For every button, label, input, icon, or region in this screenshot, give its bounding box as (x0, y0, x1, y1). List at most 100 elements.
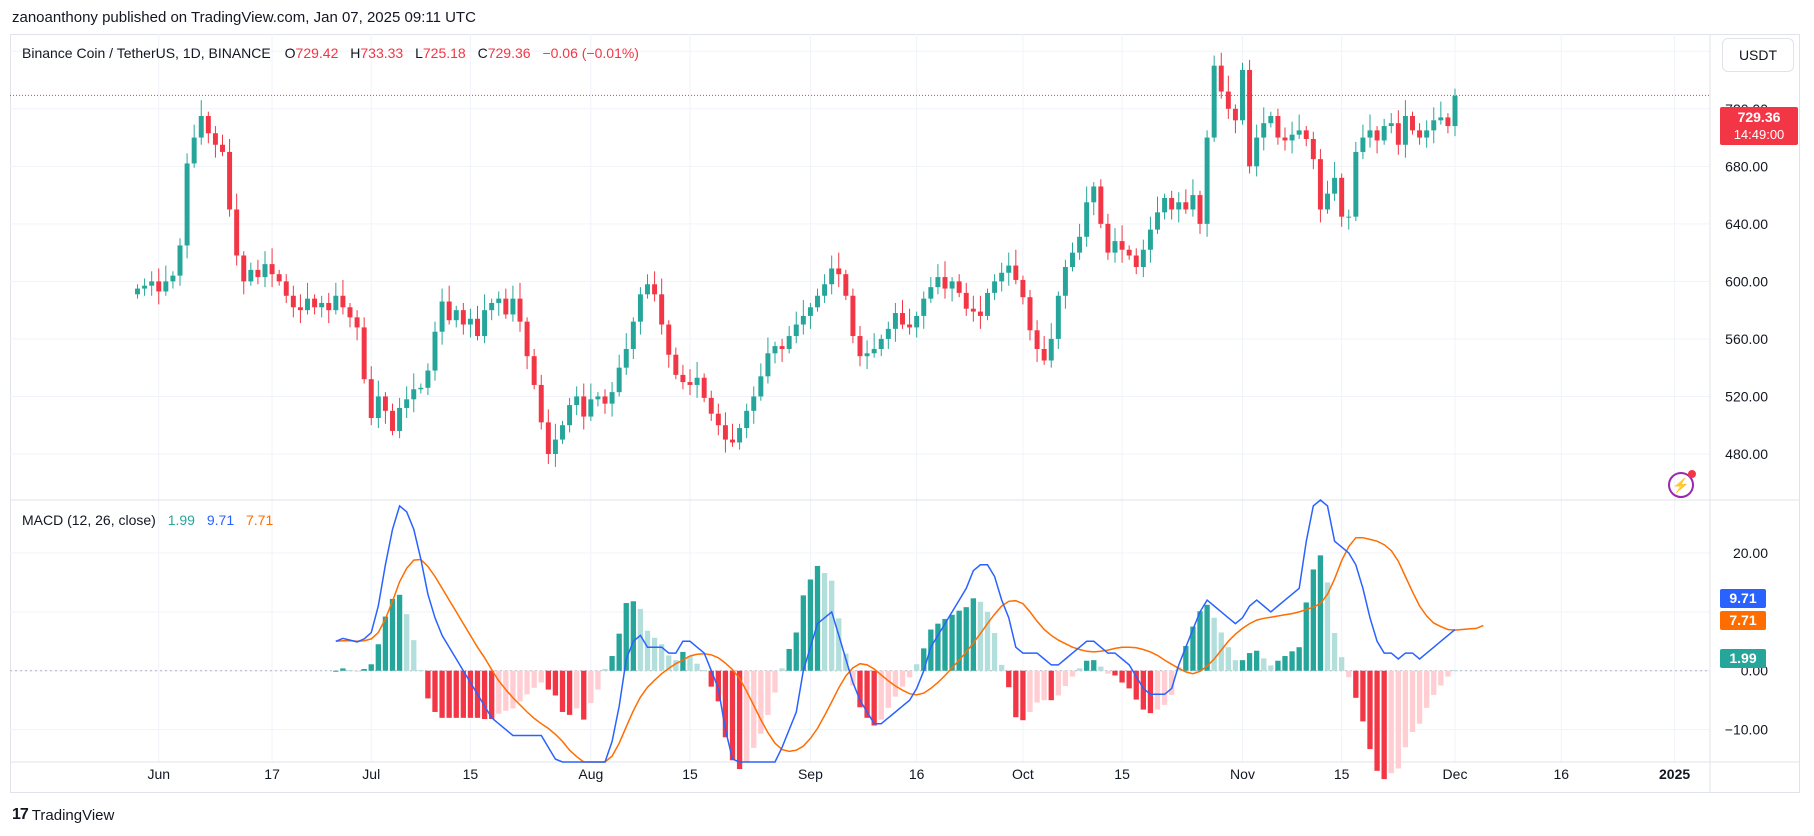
candle-body (652, 284, 658, 295)
macd-histogram-bar (389, 598, 396, 671)
macd-histogram-bar (425, 670, 431, 699)
candle-body (1070, 252, 1075, 267)
macd-histogram-bar (1388, 670, 1394, 774)
macd-histogram-bar (581, 670, 587, 720)
candle-body (765, 353, 771, 377)
candle-body (645, 284, 650, 295)
macd-histogram-bar (1395, 670, 1401, 769)
high-label: H (350, 45, 361, 61)
candle-body (177, 245, 183, 276)
candle-body (1176, 202, 1182, 210)
candle-body (368, 379, 374, 419)
candle-body (928, 287, 934, 299)
candle-body (1254, 137, 1260, 167)
candle-body (857, 336, 863, 357)
candle-body (616, 367, 622, 393)
macd-histogram-bar (1076, 668, 1083, 671)
candle-body (567, 405, 573, 426)
lightning-icon[interactable]: ⚡ (1668, 470, 1696, 498)
macd-histogram-bar (680, 651, 686, 671)
candle-body (1325, 193, 1330, 210)
candle-body (276, 274, 282, 282)
candle-body (588, 399, 594, 417)
macd-histogram-bar (694, 663, 700, 671)
candle-body (637, 294, 643, 322)
low-label: L (415, 45, 423, 61)
macd-histogram-bar (715, 670, 721, 702)
candle-body (1240, 69, 1245, 121)
macd-histogram-bar (531, 670, 537, 688)
candle-body (382, 396, 388, 411)
macd-histogram-bar (1324, 582, 1331, 671)
macd-histogram-bar (1105, 670, 1111, 674)
candle-body (390, 410, 395, 431)
tradingview-logo[interactable]: 17 TradingView (12, 806, 114, 824)
candle-body (439, 301, 445, 332)
macd-histogram-bar (800, 595, 806, 671)
macd-histogram-bar (1367, 670, 1373, 750)
macd-histogram-bar (708, 670, 714, 687)
candle-body (496, 298, 502, 303)
candle-body (864, 353, 870, 357)
x-tick-label: Nov (1230, 766, 1255, 782)
symbol-legend[interactable]: Binance Coin / TetherUS, 1D, BINANCE O72… (22, 45, 647, 61)
macd-histogram-bar (1034, 670, 1040, 703)
candle-body (1388, 123, 1394, 127)
macd-histogram-bar (1225, 647, 1231, 671)
macd-histogram-bar (432, 670, 438, 712)
macd-histogram-bar (460, 670, 466, 718)
price-tick-label: 680.00 (1725, 158, 1768, 174)
candle-body (482, 310, 488, 337)
candle-body (815, 295, 820, 308)
currency-button[interactable]: USDT (1722, 38, 1794, 72)
macd-histogram-bar (333, 670, 339, 672)
macd-histogram-bar (772, 670, 778, 693)
x-tick-label: Jul (362, 766, 380, 782)
macd-histogram-bar (1091, 660, 1097, 671)
macd-histogram-bar (644, 630, 651, 671)
candle-body (970, 308, 976, 312)
candle-body (220, 144, 225, 152)
macd-histogram-bar (602, 668, 608, 671)
candle-body (956, 281, 962, 293)
open-value: 729.42 (295, 45, 339, 61)
candle-body (142, 285, 148, 289)
candle-body (241, 255, 247, 282)
candle-body (248, 269, 254, 282)
macd-histogram-bar (1084, 660, 1090, 671)
macd-histogram-bar (1062, 670, 1069, 687)
candle-body (1261, 123, 1267, 138)
candle-body (163, 281, 169, 292)
candle-body (666, 324, 672, 355)
macd-histogram-bar (1147, 670, 1154, 714)
macd-histogram-bar (1409, 670, 1416, 732)
macd-histogram-bar (623, 603, 629, 671)
candle-body (1133, 255, 1139, 267)
macd-histogram-bar (1232, 660, 1239, 671)
brand-name: TradingView (31, 806, 115, 824)
candle-body (1282, 137, 1288, 141)
candle-body (871, 348, 877, 354)
macd-histogram-bar (850, 670, 856, 686)
macd-histogram-bar (1452, 670, 1458, 672)
candle-body (907, 324, 913, 328)
candle-body (623, 348, 629, 368)
macd-legend[interactable]: MACD (12, 26, close) 1.99 9.71 7.71 (22, 512, 273, 528)
macd-histogram-bar (1353, 670, 1359, 698)
candle-body (758, 376, 764, 397)
macd-histogram-bar (1161, 670, 1168, 705)
macd-histogram-bar (1197, 611, 1203, 671)
macd-histogram-bar (857, 670, 863, 708)
macd-line-tag: 9.71 (1720, 589, 1766, 608)
candle-body (475, 318, 480, 337)
macd-histogram-bar (1296, 647, 1302, 671)
x-tick-label: 16 (1553, 766, 1569, 782)
grid-lines (10, 34, 1710, 762)
candles (135, 52, 1458, 467)
macd-signal-line (335, 536, 1484, 763)
macd-histogram-bar (829, 580, 835, 671)
macd-histogram-bar (574, 670, 580, 709)
macd-histogram-bar (545, 670, 551, 690)
macd-histogram-bar (963, 607, 969, 671)
